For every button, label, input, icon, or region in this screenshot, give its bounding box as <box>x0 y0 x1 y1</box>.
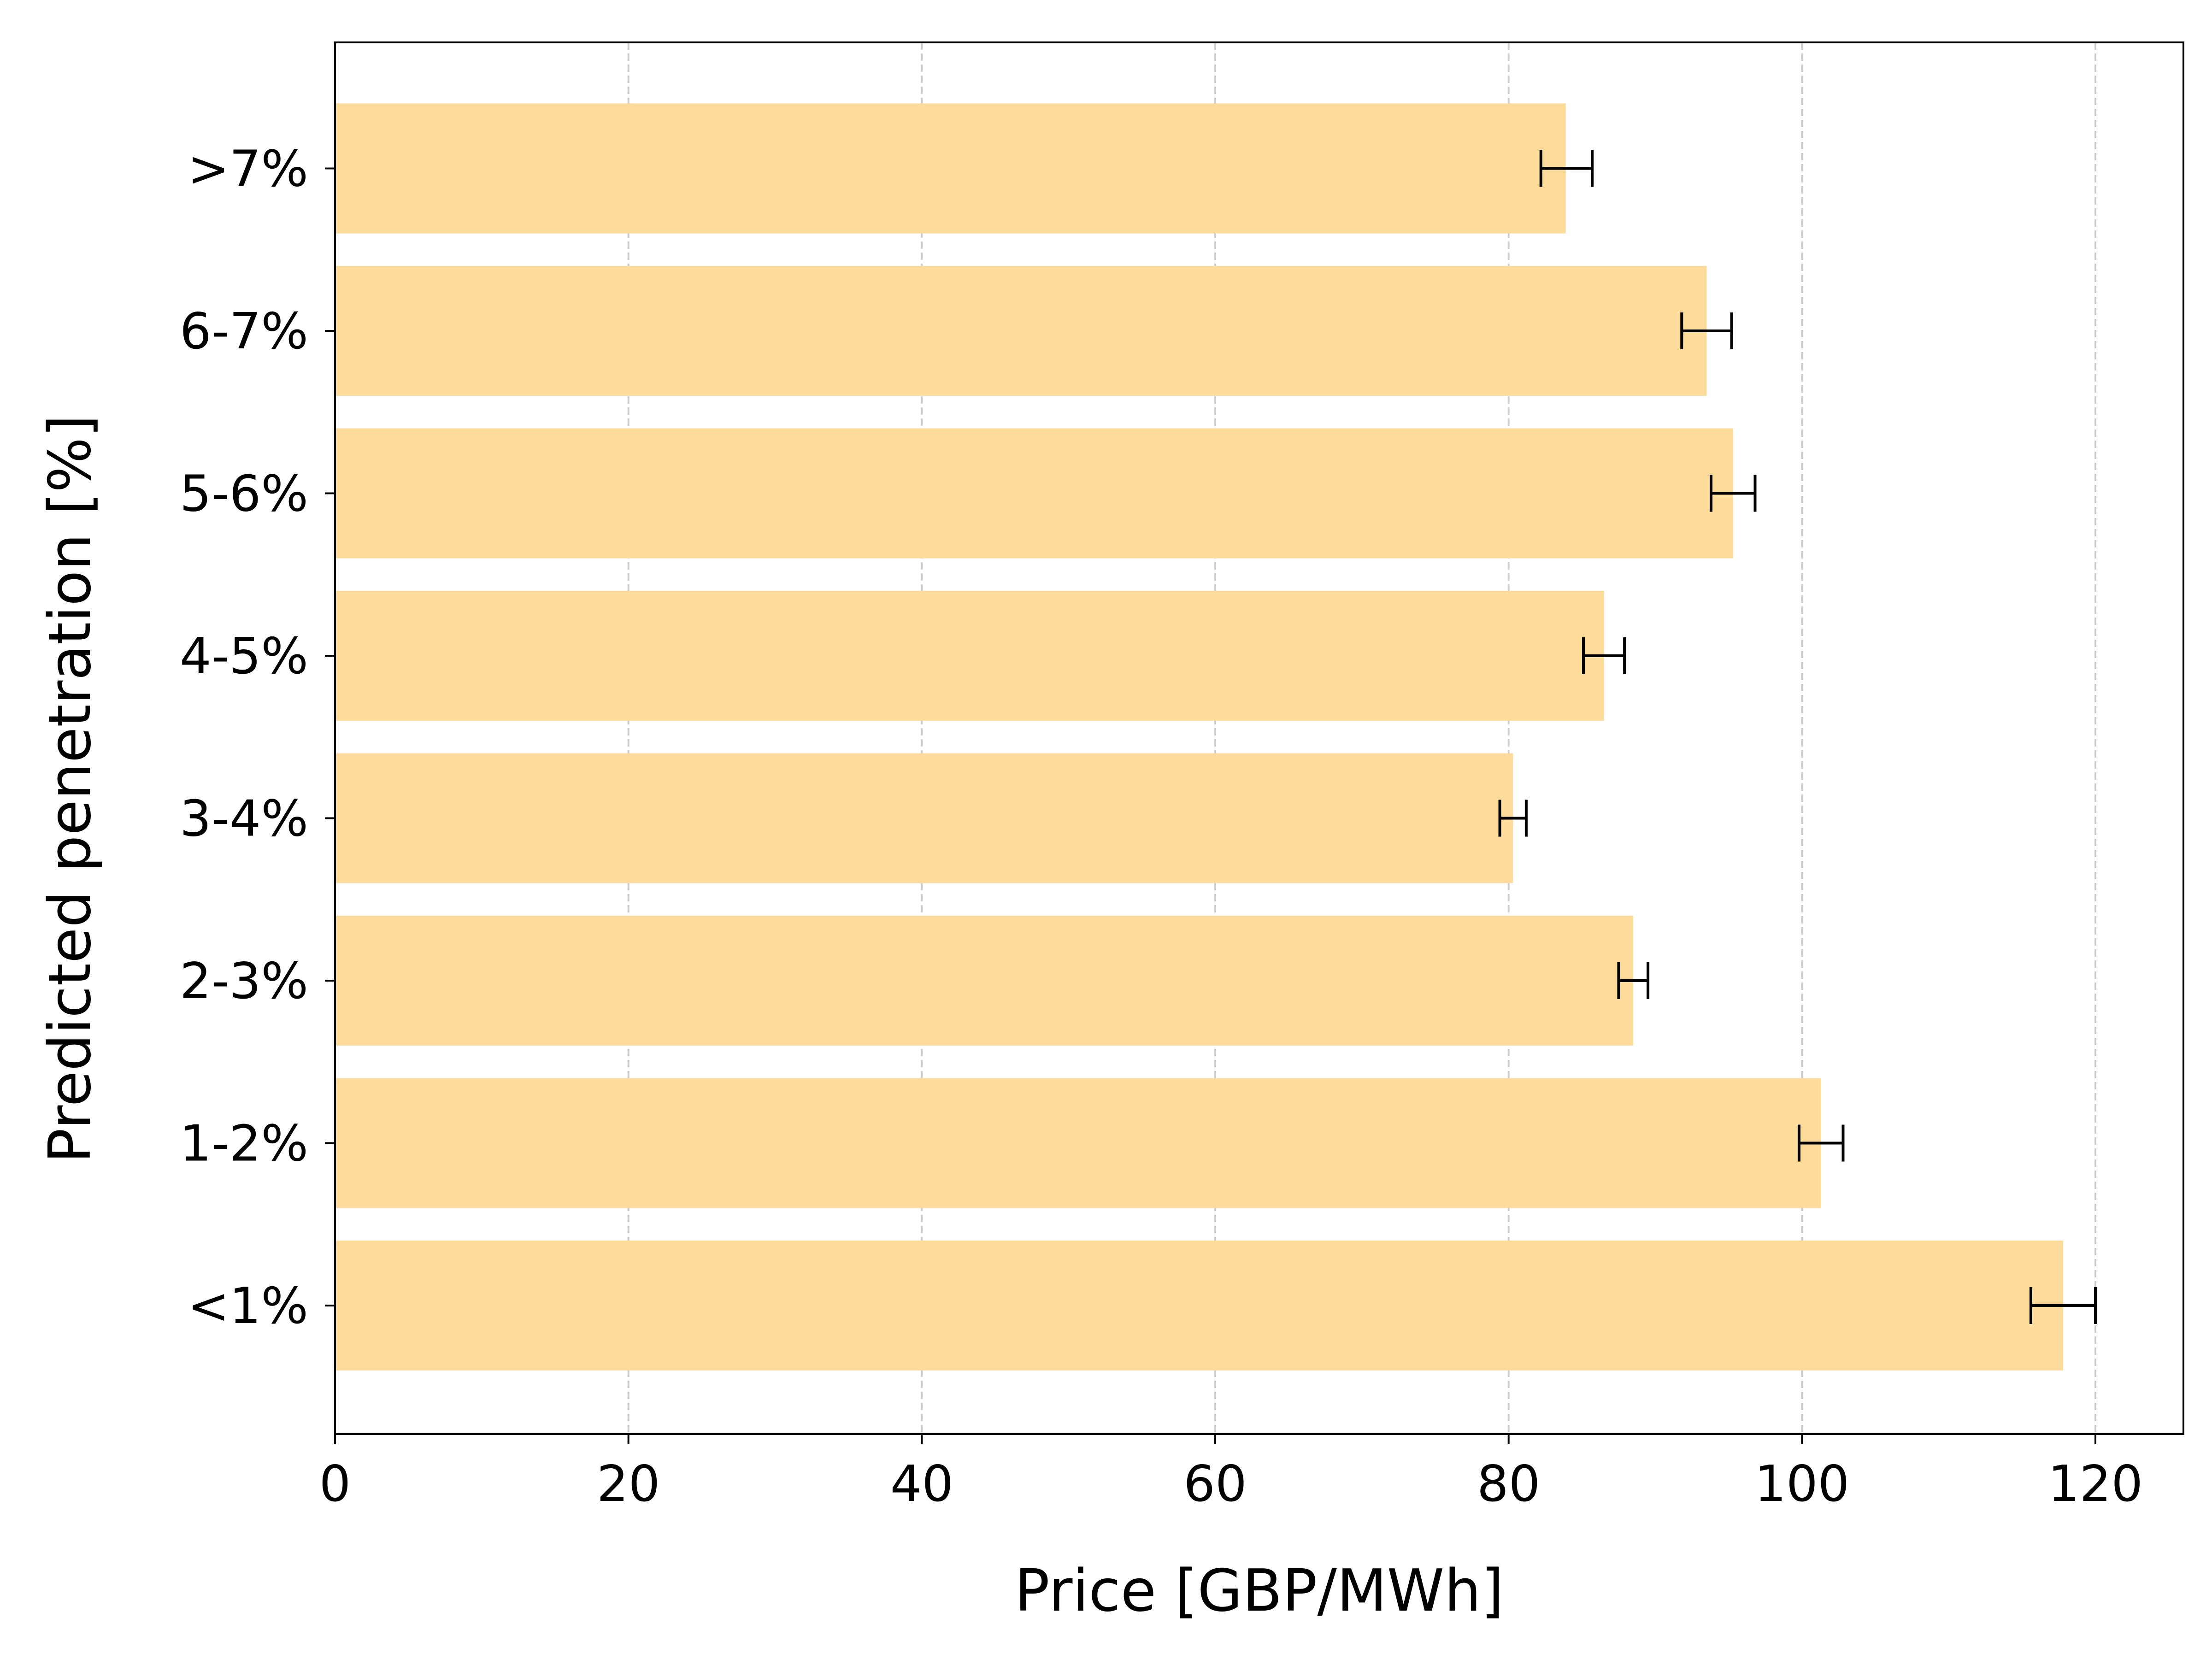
bar <box>335 1078 1821 1208</box>
y-tick-label: 6-7% <box>180 303 308 360</box>
x-tick-label: 20 <box>597 1455 660 1513</box>
x-tick-label: 60 <box>1183 1455 1247 1513</box>
error-bar <box>1539 150 1594 187</box>
x-tick-label: 100 <box>1754 1455 1849 1513</box>
y-axis-title: Predicted penetration [%] <box>36 415 104 1163</box>
bar <box>335 428 1733 559</box>
grid-lines <box>627 42 2096 1434</box>
plot-frame <box>334 41 2184 1435</box>
y-tick-label: <1% <box>188 1277 308 1335</box>
y-tick-label: 1-2% <box>180 1115 308 1173</box>
y-tick-label: 3-4% <box>180 790 308 848</box>
error-bar <box>1617 962 1650 999</box>
bars <box>335 103 2063 1371</box>
bar <box>335 591 1604 721</box>
x-axis-ticks: 0 20 40 60 80 100 120 <box>319 1434 2143 1513</box>
bar <box>335 103 1566 234</box>
error-bar <box>1582 637 1626 674</box>
error-bar <box>1709 475 1757 512</box>
x-tick-label: 80 <box>1477 1455 1540 1513</box>
y-tick-label: >7% <box>188 141 308 198</box>
error-bar <box>1797 1124 1845 1162</box>
bar <box>335 753 1513 883</box>
bar <box>335 1241 2063 1371</box>
error-bar <box>1498 800 1528 837</box>
x-tick-label: 120 <box>2048 1455 2143 1513</box>
error-bar <box>1680 312 1733 349</box>
error-bar <box>2029 1287 2097 1324</box>
x-axis-title: Price [GBP/MWh] <box>1015 1557 1504 1624</box>
bar <box>335 266 1707 396</box>
x-tick-label: 0 <box>319 1455 351 1513</box>
x-tick-label: 40 <box>890 1455 953 1513</box>
y-tick-label: 5-6% <box>180 465 308 523</box>
y-axis-ticks: <1% 1-2% 2-3% 3-4% 4-5% 5-6% 6-7% >7% <box>180 141 335 1335</box>
error-bars <box>1498 150 2097 1324</box>
y-tick-label: 4-5% <box>180 628 308 685</box>
bar <box>335 916 1634 1046</box>
y-tick-label: 2-3% <box>180 953 308 1010</box>
